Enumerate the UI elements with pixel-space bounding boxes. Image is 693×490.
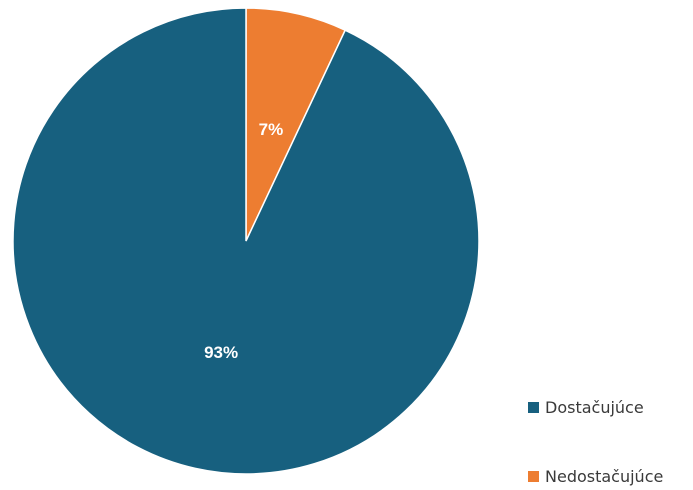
slice-label-nedostacujuce: 7% bbox=[259, 120, 284, 139]
slice-label-dostacujuce: 93% bbox=[204, 343, 238, 362]
pie-slice-dostacujuce bbox=[12, 7, 480, 475]
legend-label-dostacujuce: Dostačujúce bbox=[545, 398, 644, 417]
legend: Dostačujúce Nedostačujúce bbox=[528, 398, 663, 486]
legend-swatch-dostacujuce bbox=[528, 402, 539, 413]
pie-slice-labels: 7% 93% bbox=[204, 120, 283, 362]
pie-slices bbox=[12, 7, 480, 475]
legend-swatch-nedostacujuce bbox=[528, 471, 539, 482]
legend-label-nedostacujuce: Nedostačujúce bbox=[545, 467, 663, 486]
pie-slice-nedostacujuce bbox=[245, 7, 347, 242]
